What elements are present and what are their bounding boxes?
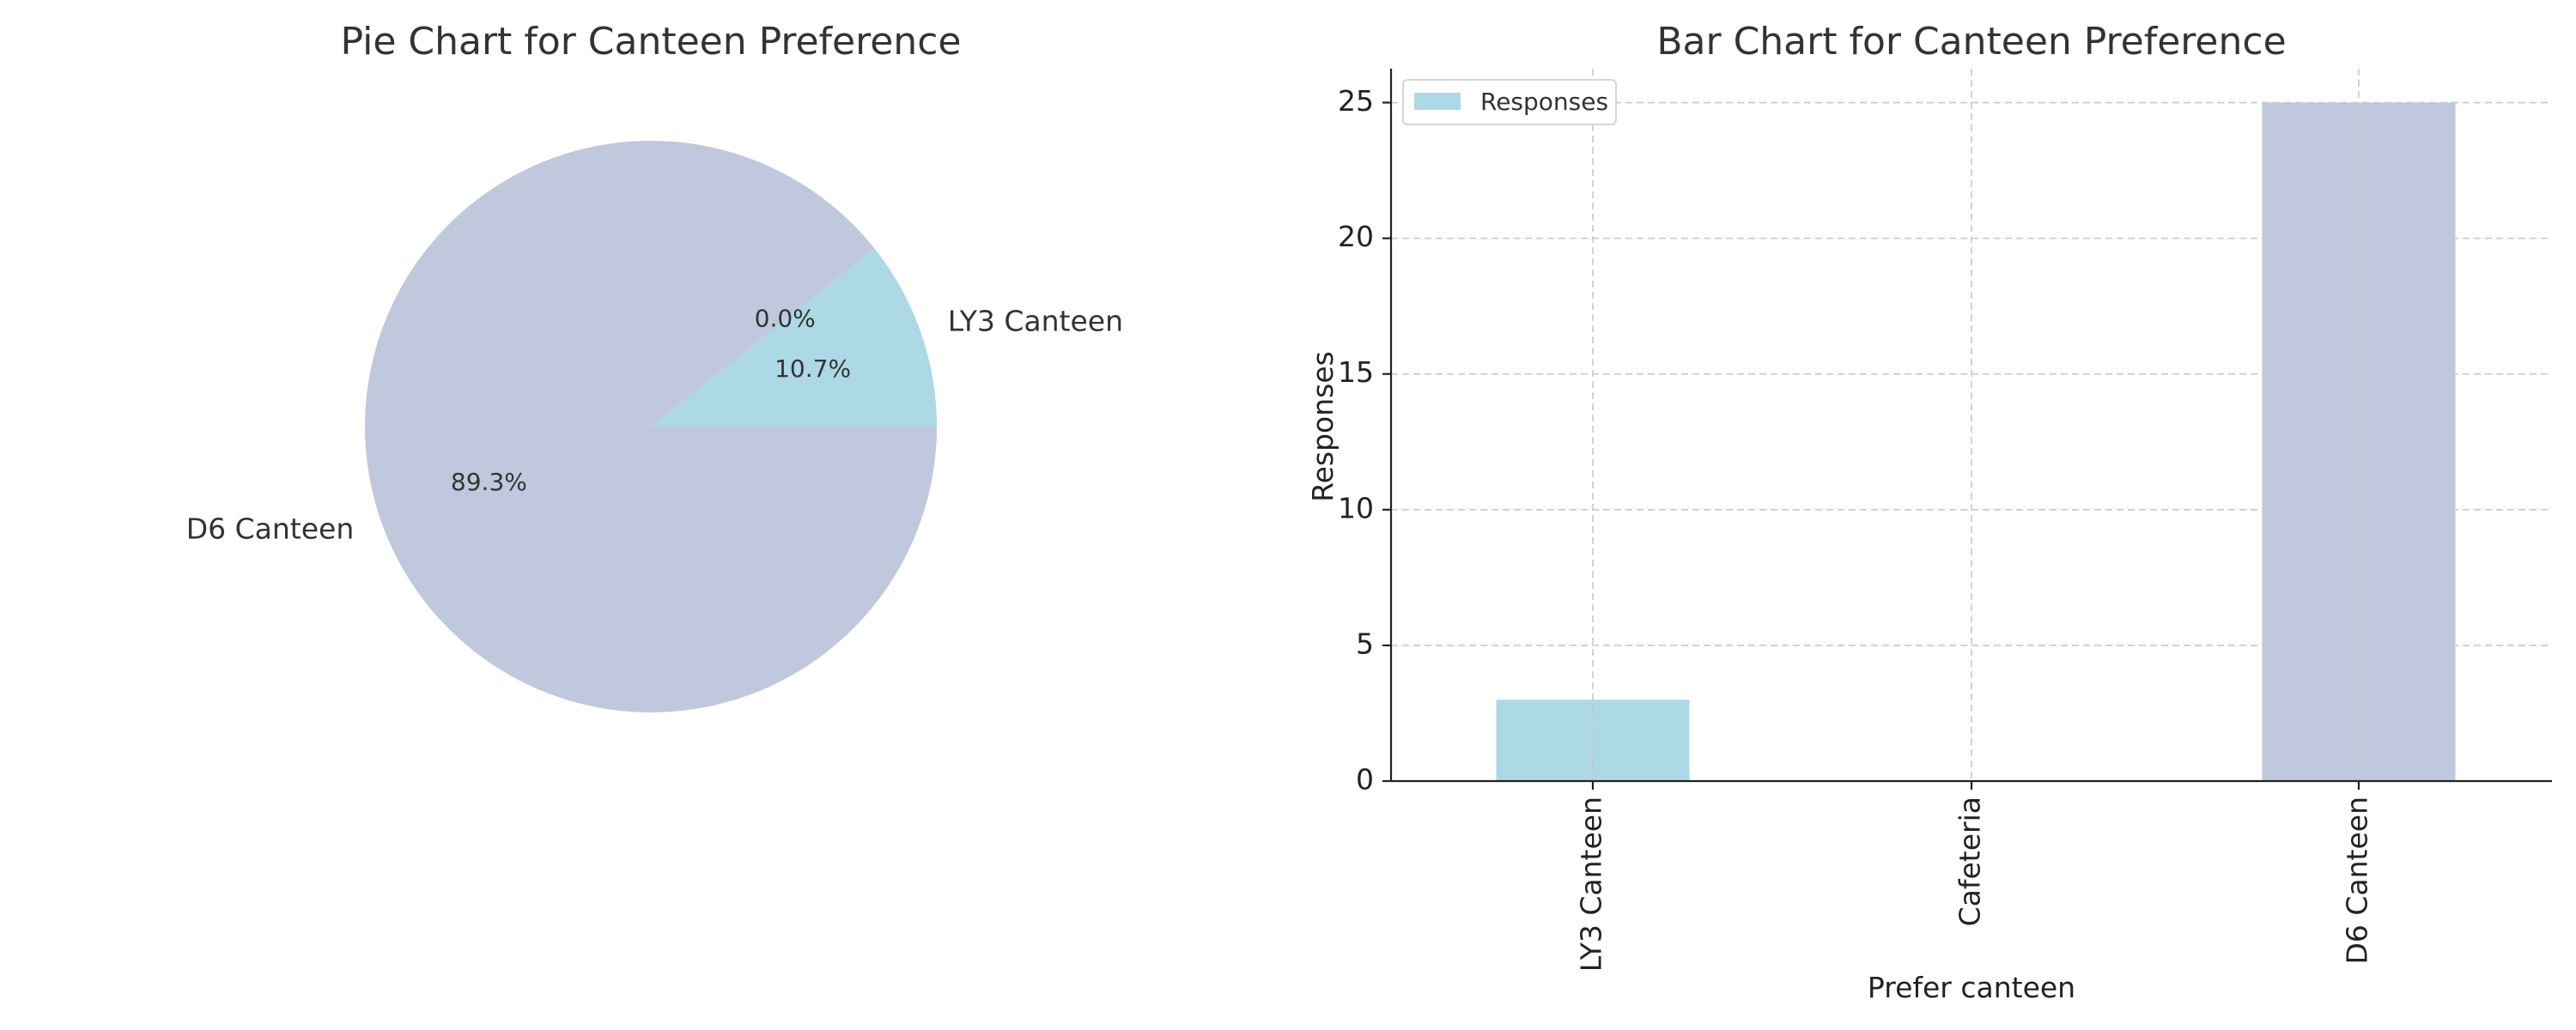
pie-percent-label-cafeteria: 0.0% [755, 304, 816, 332]
x-tick-label-ly3-canteen: LY3 Canteen [1575, 797, 1608, 972]
x-axis-ticks: LY3 Canteen Cafeteria D6 Canteen [1575, 781, 2374, 972]
legend-box [1402, 79, 1617, 125]
pie-chart: Pie Chart for Canteen Preference 10.7% LY… [186, 20, 1123, 713]
y-tick-label: 25 [1338, 84, 1374, 118]
legend: Responses [1402, 79, 1617, 125]
pie-percent-label-ly3-canteen: 10.7% [775, 354, 851, 383]
y-tick-label: 5 [1356, 627, 1374, 660]
x-axis-title: Prefer canteen [1868, 971, 2075, 1004]
y-tick-label: 0 [1356, 763, 1374, 797]
pie-slice-d6-canteen [364, 140, 937, 713]
x-tick-label-cafeteria: Cafeteria [1953, 797, 1987, 926]
y-axis-ticks: 0 5 10 15 20 25 [1338, 84, 1391, 797]
y-tick-label: 10 [1338, 491, 1374, 524]
bar-chart-title: Bar Chart for Canteen Preference [1656, 20, 2286, 64]
pie-category-label-ly3-canteen: LY3 Canteen [948, 305, 1123, 338]
pie-slice-ly3-canteen [651, 248, 937, 427]
bar-vertical-grid [1592, 69, 2360, 781]
x-tick-label-d6-canteen: D6 Canteen [2341, 797, 2374, 965]
y-tick-label: 15 [1338, 355, 1374, 389]
y-axis-title: Responses [1306, 351, 1340, 502]
bar-chart: Bar Chart for Canteen Preference 0 5 10 15 2… [1306, 20, 2552, 1004]
y-tick-label: 20 [1338, 220, 1374, 253]
pie-percent-label-d6-canteen: 89.3% [451, 468, 527, 496]
legend-label: Responses [1480, 88, 1608, 116]
legend-swatch [1414, 93, 1461, 110]
pie-labels: 10.7% LY3 Canteen 0.0% 89.3% D6 Canteen [186, 304, 1123, 545]
pie-slices [364, 140, 937, 713]
pie-category-label-d6-canteen: D6 Canteen [186, 512, 355, 545]
pie-chart-title: Pie Chart for Canteen Preference [341, 20, 962, 64]
bar-series-responses [1496, 102, 2456, 782]
